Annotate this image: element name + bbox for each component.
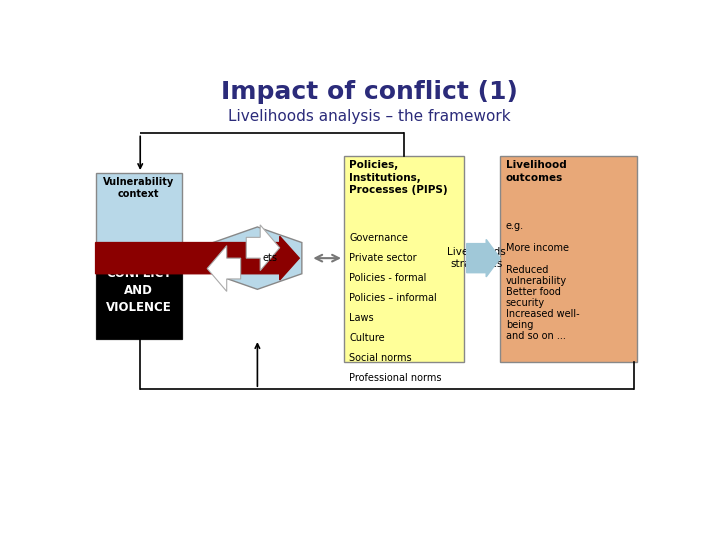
Text: Livelihoods
strategies: Livelihoods strategies [447,247,506,269]
Polygon shape [207,246,240,292]
Text: ets: ets [263,253,278,263]
FancyArrow shape [467,239,500,277]
Polygon shape [246,225,279,271]
Text: Laws: Laws [349,313,374,323]
Text: Livelihoods analysis – the framework: Livelihoods analysis – the framework [228,109,510,124]
FancyBboxPatch shape [96,241,182,339]
Text: S: S [99,285,104,294]
Text: CONFLICT
AND
VIOLENCE: CONFLICT AND VIOLENCE [106,267,171,314]
Text: Livelihood
outcomes: Livelihood outcomes [505,160,567,183]
Text: Governance: Governance [349,233,408,243]
Text: Reduced
vulnerability: Reduced vulnerability [505,265,567,286]
Text: Professional norms: Professional norms [349,373,442,383]
Text: Increased well-
being: Increased well- being [505,309,580,330]
Text: Policies,
Institutions,
Processes (PIPS): Policies, Institutions, Processes (PIPS) [349,160,448,195]
Text: Impact of conflict (1): Impact of conflict (1) [220,80,518,104]
Text: Policies – informal: Policies – informal [349,293,437,303]
Polygon shape [213,227,302,289]
FancyBboxPatch shape [96,173,182,339]
Text: T: T [99,304,104,313]
Text: S: S [99,322,104,332]
Text: Private sector: Private sector [349,253,417,263]
Text: e.g.: e.g. [505,221,524,231]
FancyBboxPatch shape [500,156,637,362]
Text: Culture: Culture [349,333,385,343]
Text: and so on ...: and so on ... [505,331,566,341]
Text: Better food
security: Better food security [505,287,561,308]
FancyArrow shape [96,237,300,280]
Text: Vulnerability
context: Vulnerability context [103,177,174,199]
Text: Policies - formal: Policies - formal [349,273,427,283]
Text: More income: More income [505,243,569,253]
FancyBboxPatch shape [344,156,464,362]
Text: Social norms: Social norms [349,353,412,363]
